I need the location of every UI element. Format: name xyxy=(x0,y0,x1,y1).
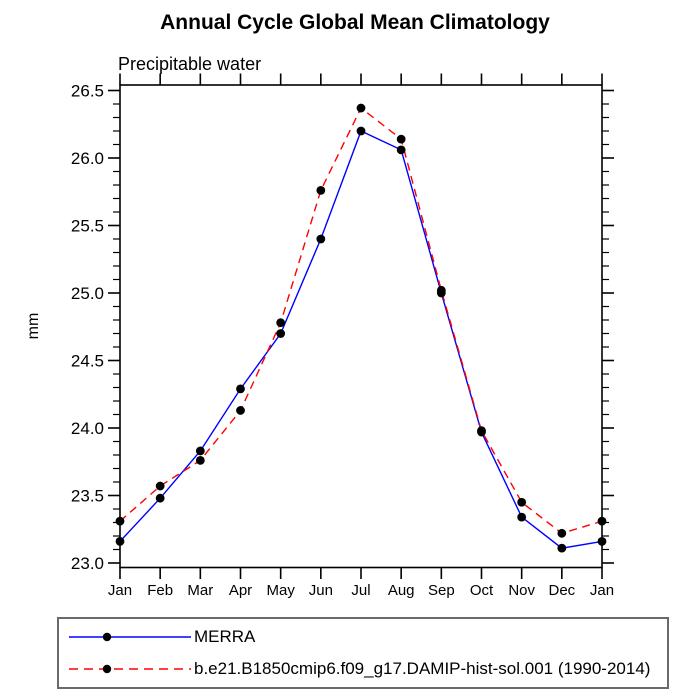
marker-model xyxy=(195,456,205,465)
y-axis-title: mm xyxy=(25,313,42,340)
axis-tick-labels: 23.0 23.5 24.0 24.5 25.0 25.5 26.0 26.5 Jan Feb Ma… xyxy=(71,82,614,600)
x-tick-label: Sep xyxy=(428,582,455,599)
marker-model xyxy=(236,406,245,415)
marker-model xyxy=(477,426,486,436)
legend-label-merra: MERRA xyxy=(194,627,256,647)
legend-item-merra: MERRA xyxy=(66,624,667,650)
marker-model xyxy=(396,134,406,144)
marker-merra xyxy=(276,329,286,338)
marker-merra xyxy=(155,493,165,503)
x-tick-label: Mar xyxy=(187,582,213,599)
x-tick-label: Nov xyxy=(508,582,535,599)
legend-marker-dot xyxy=(102,664,112,673)
series-markers xyxy=(115,103,607,553)
chart-subtitle: Precipitable water xyxy=(118,54,261,74)
x-tick-label: Feb xyxy=(147,582,173,599)
marker-model xyxy=(276,318,286,328)
marker-model xyxy=(356,103,366,113)
legend-label-model: b.e21.B1850cmip6.f09_g17.DAMIP-hist-sol.… xyxy=(194,658,651,678)
marker-merra xyxy=(316,234,326,244)
legend-box: MERRA b.e21.B1850cmip6.f09_g17.DAMIP-his… xyxy=(57,617,669,689)
axes xyxy=(108,73,614,579)
legend-line-sample-dashed xyxy=(69,664,191,673)
marker-merra xyxy=(236,384,245,394)
y-tick-label: 23.0 xyxy=(71,554,104,573)
y-tick-label: 24.5 xyxy=(71,352,104,371)
x-tick-label: Jul xyxy=(351,582,370,599)
series-line-model xyxy=(119,106,603,535)
plot-frame xyxy=(119,84,603,569)
marker-model xyxy=(155,481,165,491)
x-tick-label: Dec xyxy=(548,582,575,599)
y-tick-label: 25.5 xyxy=(71,217,104,236)
marker-merra xyxy=(396,145,406,155)
marker-model xyxy=(436,285,446,295)
marker-merra xyxy=(115,537,125,546)
legend-marker-dot xyxy=(102,633,112,642)
marker-model xyxy=(316,186,326,195)
legend-line-sample-solid xyxy=(69,633,191,642)
marker-model xyxy=(597,516,607,526)
x-tick-label: Jan xyxy=(108,582,132,599)
y-tick-label: 23.5 xyxy=(71,487,104,506)
marker-model xyxy=(557,528,567,538)
y-tick-label: 26.5 xyxy=(71,82,104,101)
series-line-merra xyxy=(119,130,603,549)
marker-merra xyxy=(195,446,205,456)
chart-title: Annual Cycle Global Mean Climatology xyxy=(160,11,550,34)
x-tick-label: May xyxy=(266,582,295,599)
x-tick-label: Aug xyxy=(388,582,415,599)
y-tick-label: 24.0 xyxy=(71,419,104,438)
marker-merra xyxy=(597,537,607,546)
legend-item-model: b.e21.B1850cmip6.f09_g17.DAMIP-hist-sol.… xyxy=(66,656,667,682)
marker-merra xyxy=(356,126,366,136)
x-tick-label: Oct xyxy=(470,582,494,599)
y-tick-label: 25.0 xyxy=(71,284,104,303)
y-tick-label: 26.0 xyxy=(71,149,104,168)
x-tick-label: Apr xyxy=(229,582,252,599)
series-lines xyxy=(119,106,603,549)
marker-model xyxy=(115,516,125,526)
x-tick-label: Jan xyxy=(590,582,614,599)
marker-merra xyxy=(557,543,567,553)
x-tick-label: Jun xyxy=(309,582,333,599)
marker-model xyxy=(517,497,527,507)
marker-merra xyxy=(517,512,527,522)
